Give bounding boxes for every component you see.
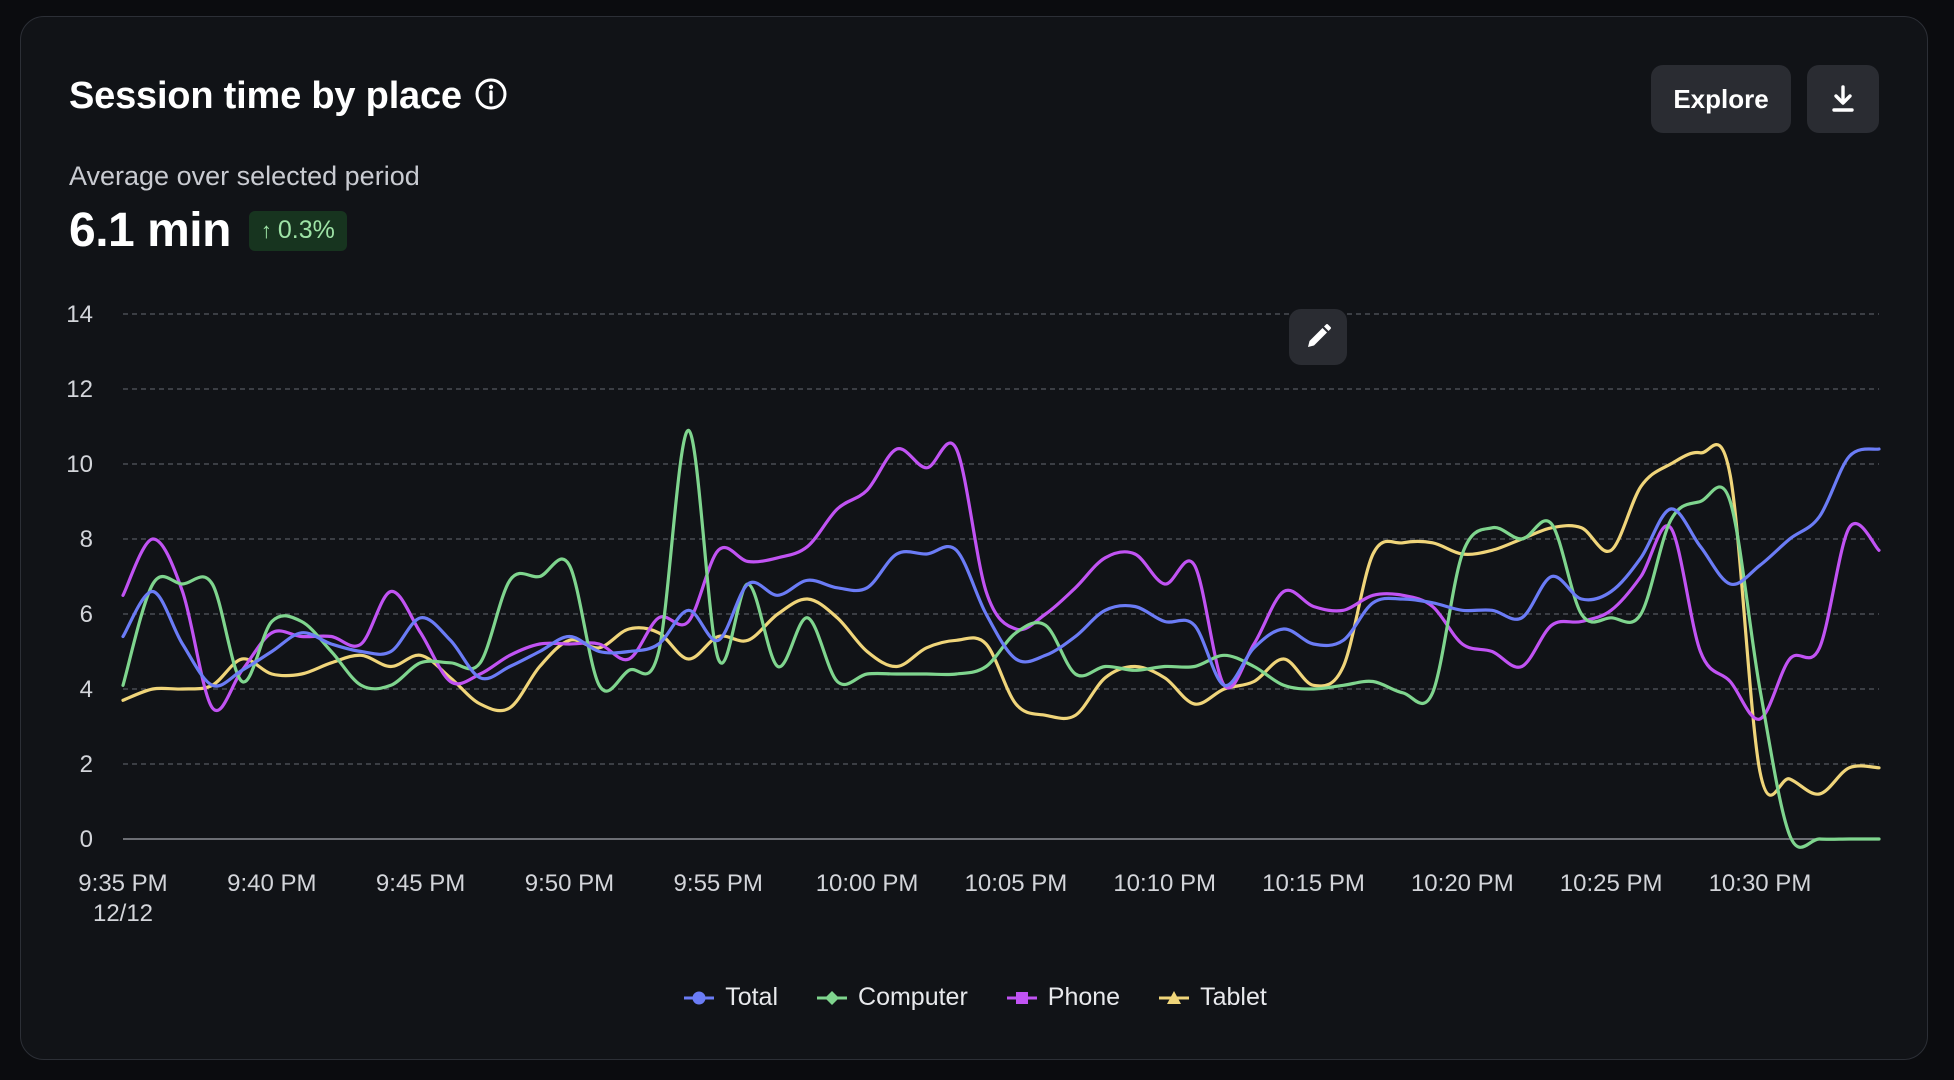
- legend-label: Total: [725, 983, 779, 1011]
- x-tick-label: 10:20 PM: [1411, 870, 1514, 897]
- series-line-tablet: [121, 443, 1881, 797]
- x-tick-label: 9:45 PM: [376, 870, 465, 897]
- x-tick-label: 9:40 PM: [227, 870, 316, 897]
- metric-value: 6.1 min: [69, 204, 231, 257]
- legend-item-tablet[interactable]: Tablet: [1158, 983, 1267, 1012]
- metric-summary: 6.1 min ↑ 0.3%: [69, 203, 347, 258]
- download-button[interactable]: [1807, 65, 1879, 133]
- x-tick-label: 9:35 PM: [78, 870, 167, 897]
- y-tick-label: 2: [80, 751, 93, 778]
- y-tick-label: 6: [80, 601, 93, 628]
- diamond-marker-icon: [817, 990, 848, 1005]
- y-tick-label: 4: [80, 676, 93, 703]
- series-line-phone: [121, 441, 1881, 721]
- y-tick-label: 8: [80, 526, 93, 553]
- triangle-marker-icon: [1159, 990, 1190, 1004]
- x-tick-label: 10:10 PM: [1113, 870, 1216, 897]
- chart-subtitle: Average over selected period: [69, 161, 420, 191]
- y-tick-label: 0: [80, 826, 93, 853]
- chart-header: Session time by place: [69, 75, 508, 118]
- pencil-icon: [1308, 324, 1331, 347]
- legend-label: Tablet: [1200, 983, 1267, 1011]
- delta-badge: ↑ 0.3%: [248, 210, 347, 251]
- line-chart: 0 2 4 6 8 10 12 14 9:35 PM 12/12 9:40 PM 9:45 PM 9:5…: [66, 301, 1881, 927]
- legend-item-computer[interactable]: Computer: [816, 983, 968, 1012]
- circle-marker-icon: [684, 991, 715, 1004]
- y-tick-label: 10: [66, 451, 93, 478]
- legend-item-total[interactable]: Total: [683, 983, 778, 1012]
- info-icon[interactable]: [474, 77, 508, 111]
- series-line-computer: [121, 428, 1881, 849]
- x-tick-label: 10:15 PM: [1262, 870, 1365, 897]
- chart-card: Session time by place Explore Average ov…: [20, 16, 1928, 1060]
- download-icon: [1832, 85, 1854, 112]
- x-tick-label: 10:05 PM: [965, 870, 1068, 897]
- page-title: Session time by place: [69, 75, 462, 117]
- explore-button[interactable]: Explore: [1651, 65, 1791, 133]
- chart-legend: Total Computer Phone Tablet: [21, 983, 1929, 1012]
- series-line-total: [121, 447, 1881, 688]
- x-tick-label: 9:55 PM: [674, 870, 763, 897]
- square-marker-icon: [1006, 991, 1037, 1004]
- arrow-up-icon: ↑: [260, 217, 272, 243]
- x-tick-label: 9:50 PM: [525, 870, 614, 897]
- y-tick-label: 12: [66, 376, 93, 403]
- legend-label: Phone: [1047, 983, 1121, 1011]
- edit-button[interactable]: [1289, 309, 1347, 365]
- x-tick-label: 10:25 PM: [1560, 870, 1663, 897]
- legend-item-phone[interactable]: Phone: [1006, 983, 1120, 1012]
- y-tick-label: 14: [66, 301, 93, 328]
- legend-label: Computer: [858, 983, 968, 1011]
- x-tick-label: 10:00 PM: [816, 870, 919, 897]
- delta-value: 0.3%: [277, 216, 335, 244]
- x-tick-label: 10:30 PM: [1709, 870, 1812, 897]
- x-tick-sublabel: 12/12: [93, 900, 153, 927]
